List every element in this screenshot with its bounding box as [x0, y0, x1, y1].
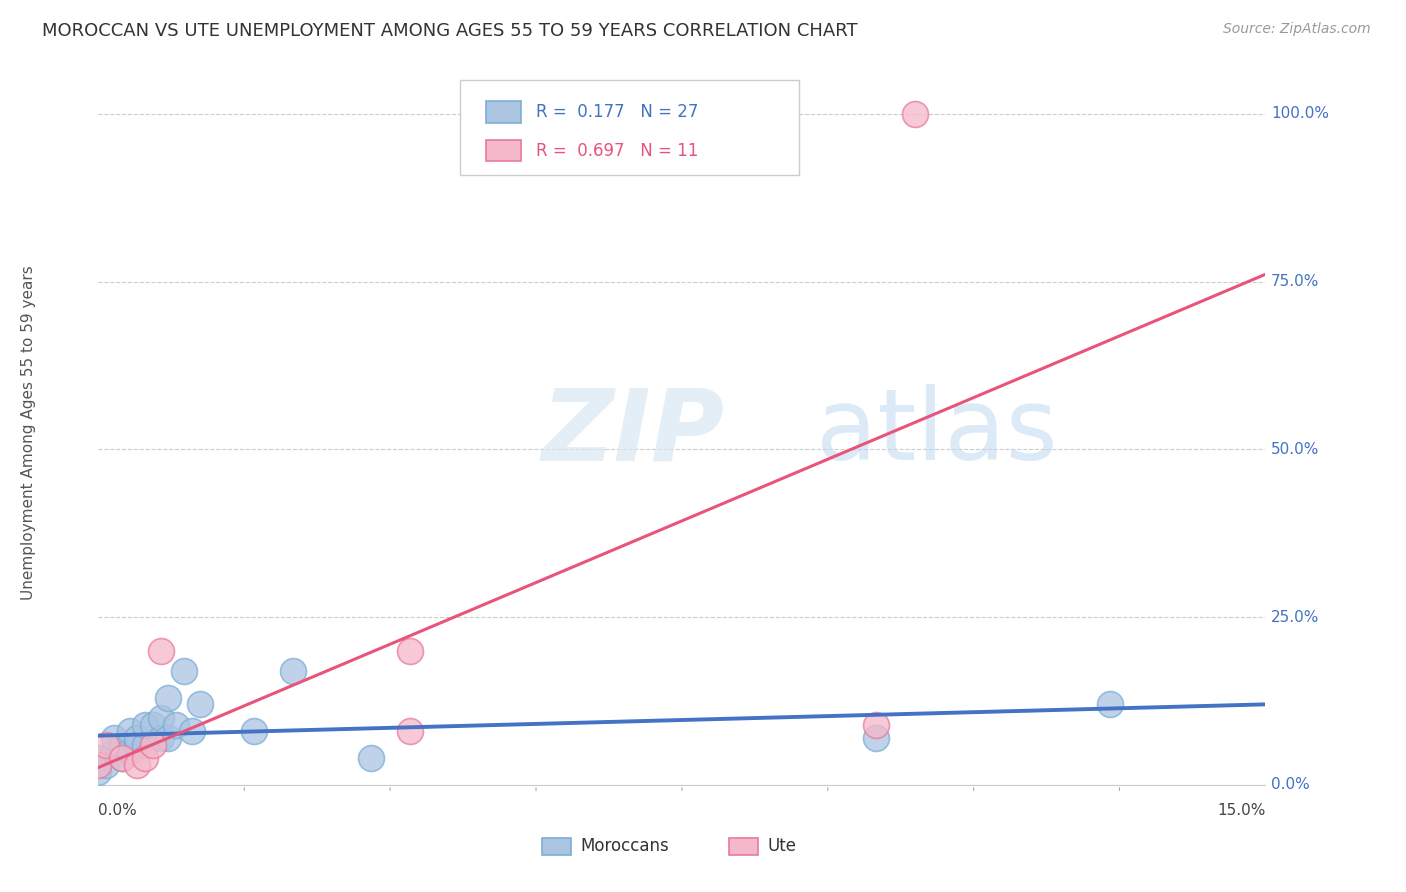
Text: Source: ZipAtlas.com: Source: ZipAtlas.com [1223, 22, 1371, 37]
Point [398, 644, 420, 658]
Text: Ute: Ute [768, 838, 796, 855]
Point [173, 664, 195, 678]
FancyBboxPatch shape [486, 140, 520, 161]
Text: ZIP: ZIP [541, 384, 725, 481]
Point [157, 690, 180, 705]
Point [127, 738, 149, 752]
Point [165, 717, 187, 731]
Point [360, 751, 382, 765]
Text: R =  0.697   N = 11: R = 0.697 N = 11 [536, 142, 699, 160]
Text: 50.0%: 50.0% [1271, 442, 1320, 457]
Text: 75.0%: 75.0% [1271, 274, 1320, 289]
Point [865, 717, 887, 731]
Point [111, 751, 134, 765]
Point [188, 698, 211, 712]
Point [157, 731, 180, 745]
Point [103, 731, 125, 745]
FancyBboxPatch shape [486, 102, 520, 122]
Point [149, 711, 172, 725]
Point [134, 738, 156, 752]
Point [134, 751, 156, 765]
Point [103, 744, 125, 758]
Point [111, 738, 134, 752]
Point [87, 764, 110, 779]
FancyBboxPatch shape [728, 838, 758, 855]
Point [149, 731, 172, 745]
Point [142, 717, 165, 731]
Point [134, 717, 156, 731]
Point [149, 644, 172, 658]
Point [180, 724, 202, 739]
FancyBboxPatch shape [460, 80, 799, 176]
Point [118, 744, 141, 758]
Text: R =  0.177   N = 27: R = 0.177 N = 27 [536, 103, 699, 121]
Point [398, 724, 420, 739]
Text: 0.0%: 0.0% [98, 803, 138, 818]
Text: atlas: atlas [815, 384, 1057, 481]
Point [127, 731, 149, 745]
Text: 0.0%: 0.0% [1271, 778, 1310, 792]
Point [904, 107, 927, 121]
Text: 25.0%: 25.0% [1271, 609, 1320, 624]
Text: 100.0%: 100.0% [1271, 106, 1329, 121]
Point [96, 738, 118, 752]
Point [142, 738, 165, 752]
Point [127, 757, 149, 772]
Point [1098, 698, 1121, 712]
Point [281, 664, 304, 678]
Point [96, 757, 118, 772]
Text: MOROCCAN VS UTE UNEMPLOYMENT AMONG AGES 55 TO 59 YEARS CORRELATION CHART: MOROCCAN VS UTE UNEMPLOYMENT AMONG AGES … [42, 22, 858, 40]
Text: Moroccans: Moroccans [581, 838, 669, 855]
Text: Unemployment Among Ages 55 to 59 years: Unemployment Among Ages 55 to 59 years [21, 265, 37, 600]
Point [111, 751, 134, 765]
Point [865, 731, 887, 745]
FancyBboxPatch shape [541, 838, 571, 855]
Point [118, 724, 141, 739]
Point [87, 757, 110, 772]
Text: 15.0%: 15.0% [1218, 803, 1265, 818]
Point [243, 724, 266, 739]
Point [87, 751, 110, 765]
